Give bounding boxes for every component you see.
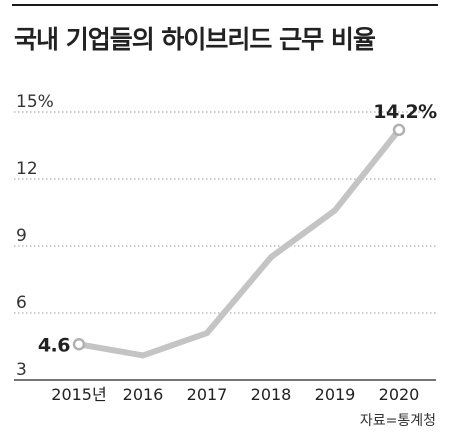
x-tick-label: 2019 — [315, 385, 356, 404]
x-axis-ticks: 2015년 2016 2017 2018 2019 2020 — [51, 385, 419, 404]
data-point — [204, 330, 210, 337]
y-tick-label: 9 — [16, 226, 27, 246]
x-tick-label: 2017 — [187, 385, 228, 404]
data-point — [140, 352, 146, 359]
data-label: 14.2% — [373, 101, 437, 123]
y-tick-label: 6 — [16, 293, 27, 313]
data-label: 4.6 — [38, 334, 70, 356]
x-tick-label: 2018 — [251, 385, 292, 404]
source-note: 자료=통계청 — [359, 413, 436, 429]
data-point — [392, 123, 406, 137]
x-tick-label: 2015년 — [51, 385, 106, 404]
x-tick-label: 2020 — [379, 385, 420, 404]
y-tick-label: 15% — [16, 92, 54, 112]
y-axis-ticks: 15% 12 9 6 3 — [16, 92, 54, 380]
data-points — [72, 123, 406, 359]
data-point — [332, 207, 338, 214]
grid-lines — [14, 111, 436, 381]
chart-title: 국내 기업들의 하이브리드 근무 비율 — [14, 25, 376, 54]
series-line — [76, 126, 402, 359]
series-line-path — [76, 126, 402, 359]
y-tick-label: 12 — [16, 159, 38, 179]
data-point — [72, 338, 86, 351]
data-labels: 4.6 14.2% — [38, 101, 438, 356]
y-tick-label: 3 — [16, 360, 27, 380]
top-rule — [12, 4, 438, 6]
x-tick-label: 2016 — [123, 385, 164, 404]
data-point — [268, 254, 274, 261]
